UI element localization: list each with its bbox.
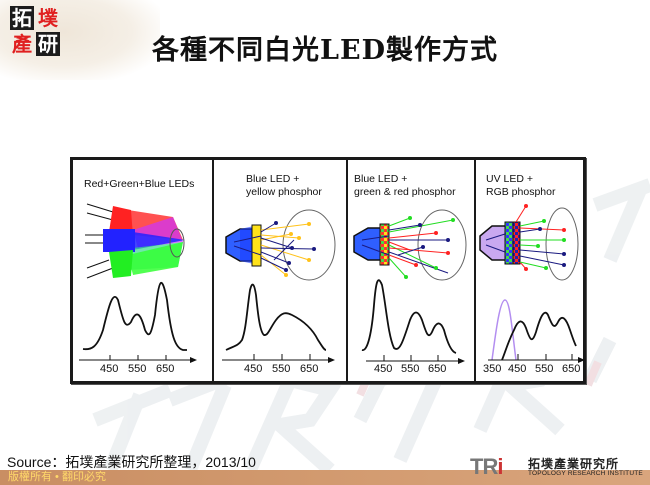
x-tick: 450	[374, 363, 393, 375]
rgb-leds-illustration	[79, 203, 197, 363]
blue-green-red-illustration	[353, 209, 467, 364]
x-tick: 550	[128, 363, 147, 375]
panel-title: Red+Green+Blue LEDs	[84, 178, 195, 190]
led-methods-figure: Red+Green+Blue LEDs	[70, 157, 586, 384]
tri-brand-logo: TRi 拓墣產業研究所 TOPOLOGY RESEARCH INSTITUTE	[470, 454, 645, 484]
logo-char: 產	[12, 32, 32, 56]
panel-rgb-leds: Red+Green+Blue LEDs	[73, 160, 212, 381]
logo-char: 研	[36, 32, 60, 56]
panel-uv-rgb: UV LED + RGB phosphor	[474, 160, 585, 381]
x-tick: 550	[272, 363, 291, 375]
x-tick: 450	[244, 363, 263, 375]
logo-char: 墣	[38, 6, 58, 30]
x-tick: 450	[508, 363, 527, 375]
panel-title: UV LED + RGB phosphor	[486, 173, 556, 198]
footer-bar: 版權所有 • 翻印必究	[0, 470, 650, 485]
brand-name-chinese: 拓墣產業研究所	[528, 457, 620, 471]
slide-title: 各種不同白光LED製作方式	[152, 35, 498, 66]
panel-blue-yellow: Blue LED + yellow phosphor	[212, 160, 346, 381]
panel-title: Blue LED + green & red phosphor	[354, 173, 456, 198]
x-tick: 450	[100, 363, 119, 375]
x-tick: 550	[401, 363, 420, 375]
x-tick: 650	[428, 363, 447, 375]
x-tick: 350	[483, 363, 502, 375]
panel-title: Blue LED + yellow phosphor	[246, 173, 322, 198]
blue-yellow-illustration	[222, 209, 336, 363]
x-tick: 550	[535, 363, 554, 375]
company-logo: 拓 墣 產 研	[10, 6, 62, 58]
panel-blue-green-red: Blue LED + green & red phosphor	[346, 160, 474, 381]
x-tick: 650	[562, 363, 581, 375]
copyright-notice: 版權所有 • 翻印必究	[8, 471, 106, 483]
source-citation: Source：拓墣產業研究所整理，2013/10	[7, 454, 256, 470]
logo-char: 拓	[10, 6, 34, 30]
tri-logo-mark: TRi	[470, 454, 503, 479]
x-tick: 650	[156, 363, 175, 375]
uv-rgb-illustration	[479, 204, 585, 363]
brand-name-english: TOPOLOGY RESEARCH INSTITUTE	[528, 470, 643, 477]
x-tick: 650	[300, 363, 319, 375]
